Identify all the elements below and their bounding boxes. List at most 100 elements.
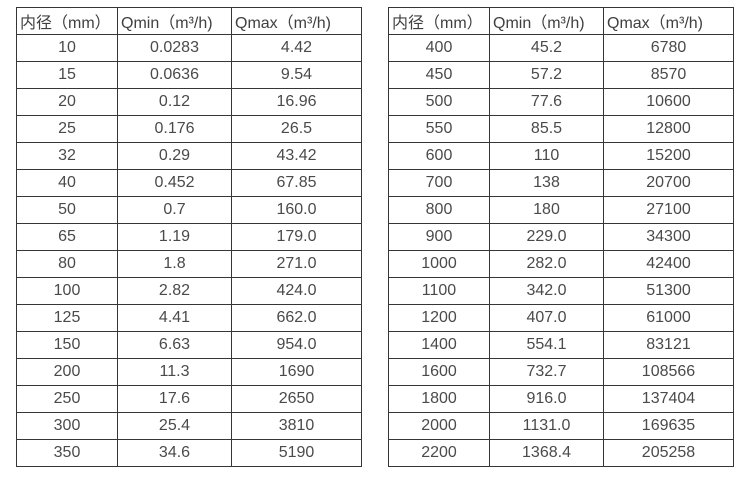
qmax-cell: 34300 [603, 223, 734, 251]
qmin-cell: 1.19 [117, 223, 232, 251]
qmin-cell: 77.6 [489, 88, 604, 116]
diameter-cell: 2000 [388, 412, 490, 440]
qmax-cell: 4.42 [231, 34, 362, 62]
qmax-cell: 1690 [231, 358, 362, 386]
diameter-cell: 10 [16, 34, 118, 62]
table-row: 600 110 15200 [388, 142, 734, 170]
table-row: 80 1.8 271.0 [16, 250, 362, 278]
column-header-diameter: 内径（mm） [16, 7, 118, 35]
table-row: 2200 1368.4 205258 [388, 439, 734, 467]
qmax-cell: 51300 [603, 277, 734, 305]
table-row: 10 0.0283 4.42 [16, 34, 362, 62]
qmin-cell: 0.0283 [117, 34, 232, 62]
diameter-cell: 450 [388, 61, 490, 89]
qmax-cell: 43.42 [231, 142, 362, 170]
qmin-cell: 2.82 [117, 277, 232, 305]
qmin-cell: 110 [489, 142, 604, 170]
qmin-cell: 0.176 [117, 115, 232, 143]
diameter-cell: 400 [388, 34, 490, 62]
qmax-cell: 61000 [603, 304, 734, 332]
qmax-cell: 16.96 [231, 88, 362, 116]
table-row: 250 17.6 2650 [16, 385, 362, 413]
qmax-cell: 954.0 [231, 331, 362, 359]
qmin-cell: 34.6 [117, 439, 232, 467]
qmin-cell: 180 [489, 196, 604, 224]
table-row: 1400 554.1 83121 [388, 331, 734, 359]
diameter-cell: 25 [16, 115, 118, 143]
column-header-qmax: Qmax（m³/h) [603, 7, 734, 35]
qmin-cell: 916.0 [489, 385, 604, 413]
diameter-cell: 550 [388, 115, 490, 143]
qmax-cell: 205258 [603, 439, 734, 467]
table-row: 1100 342.0 51300 [388, 277, 734, 305]
qmin-cell: 17.6 [117, 385, 232, 413]
diameter-cell: 32 [16, 142, 118, 170]
column-header-qmax: Qmax（m³/h) [231, 7, 362, 35]
diameter-cell: 2200 [388, 439, 490, 467]
table-row: 40 0.452 67.85 [16, 169, 362, 197]
qmin-cell: 25.4 [117, 412, 232, 440]
qmax-cell: 67.85 [231, 169, 362, 197]
diameter-cell: 1200 [388, 304, 490, 332]
table-row: 500 77.6 10600 [388, 88, 734, 116]
diameter-cell: 1000 [388, 250, 490, 278]
table-header: 内径（mm） Qmin（m³/h) Qmax（m³/h) [388, 7, 734, 35]
qmin-cell: 732.7 [489, 358, 604, 386]
qmin-cell: 342.0 [489, 277, 604, 305]
diameter-cell: 700 [388, 169, 490, 197]
qmax-cell: 662.0 [231, 304, 362, 332]
table-header: 内径（mm） Qmin（m³/h) Qmax（m³/h) [16, 7, 362, 35]
qmax-cell: 12800 [603, 115, 734, 143]
table-row: 15 0.0636 9.54 [16, 61, 362, 89]
table-row: 125 4.41 662.0 [16, 304, 362, 332]
diameter-cell: 40 [16, 169, 118, 197]
diameter-cell: 200 [16, 358, 118, 386]
qmax-cell: 20700 [603, 169, 734, 197]
qmin-cell: 45.2 [489, 34, 604, 62]
qmin-cell: 4.41 [117, 304, 232, 332]
header-row: 内径（mm） Qmin（m³/h) Qmax（m³/h) [16, 7, 362, 35]
diameter-cell: 1400 [388, 331, 490, 359]
table-row: 900 229.0 34300 [388, 223, 734, 251]
qmin-cell: 1368.4 [489, 439, 604, 467]
table-row: 300 25.4 3810 [16, 412, 362, 440]
table-body: 400 45.2 6780 450 57.2 8570 500 77.6 10600 550 85.… [388, 34, 734, 467]
header-row: 内径（mm） Qmin（m³/h) Qmax（m³/h) [388, 7, 734, 35]
table-row: 800 180 27100 [388, 196, 734, 224]
table-row: 700 138 20700 [388, 169, 734, 197]
column-header-qmin: Qmin（m³/h) [117, 7, 232, 35]
table-row: 50 0.7 160.0 [16, 196, 362, 224]
qmin-cell: 85.5 [489, 115, 604, 143]
qmin-cell: 0.12 [117, 88, 232, 116]
table-row: 200 11.3 1690 [16, 358, 362, 386]
table-row: 1800 916.0 137404 [388, 385, 734, 413]
qmin-cell: 0.0636 [117, 61, 232, 89]
table-row: 400 45.2 6780 [388, 34, 734, 62]
diameter-cell: 150 [16, 331, 118, 359]
flow-spec-table-large-diameters: 内径（mm） Qmin（m³/h) Qmax（m³/h) 400 45.2 6780… [388, 7, 734, 467]
qmax-cell: 26.5 [231, 115, 362, 143]
diameter-cell: 50 [16, 196, 118, 224]
diameter-cell: 900 [388, 223, 490, 251]
diameter-cell: 125 [16, 304, 118, 332]
diameter-cell: 1600 [388, 358, 490, 386]
diameter-cell: 600 [388, 142, 490, 170]
qmin-cell: 0.452 [117, 169, 232, 197]
diameter-cell: 20 [16, 88, 118, 116]
table-row: 550 85.5 12800 [388, 115, 734, 143]
qmax-cell: 108566 [603, 358, 734, 386]
qmin-cell: 57.2 [489, 61, 604, 89]
qmin-cell: 282.0 [489, 250, 604, 278]
diameter-cell: 800 [388, 196, 490, 224]
qmax-cell: 6780 [603, 34, 734, 62]
diameter-cell: 250 [16, 385, 118, 413]
diameter-cell: 100 [16, 277, 118, 305]
qmin-cell: 0.7 [117, 196, 232, 224]
table-row: 100 2.82 424.0 [16, 277, 362, 305]
table-row: 20 0.12 16.96 [16, 88, 362, 116]
table-row: 1000 282.0 42400 [388, 250, 734, 278]
qmin-cell: 11.3 [117, 358, 232, 386]
qmax-cell: 169635 [603, 412, 734, 440]
table-row: 2000 1131.0 169635 [388, 412, 734, 440]
qmax-cell: 137404 [603, 385, 734, 413]
